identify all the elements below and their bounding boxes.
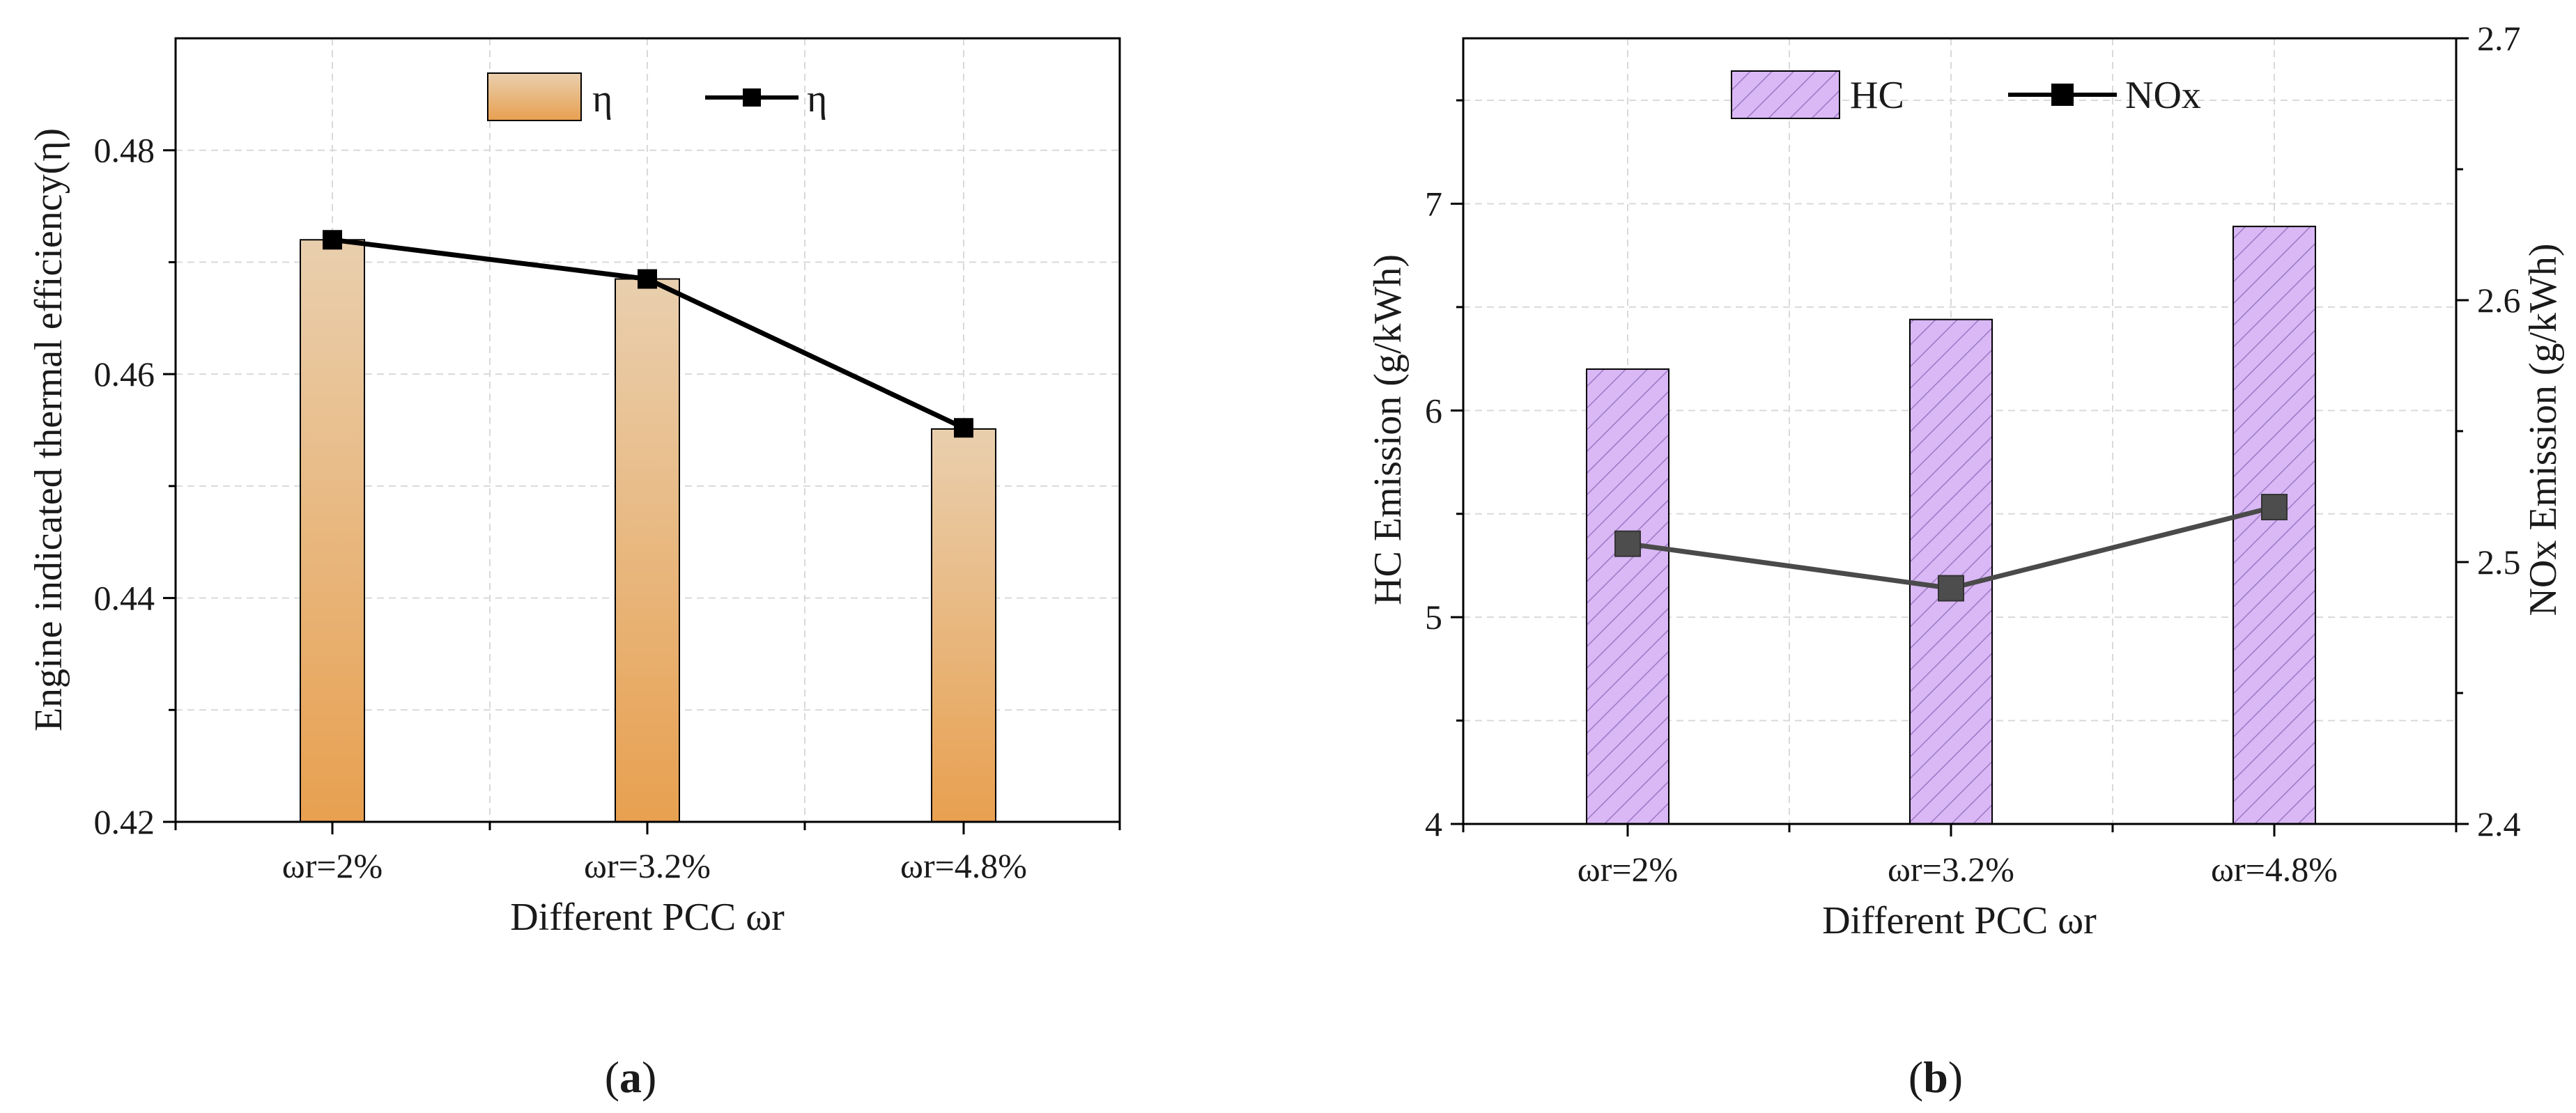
line-marker — [1938, 575, 1964, 602]
panel-a-x-tick-labels: ωr=2% ωr=3.2% ωr=4.8% — [282, 846, 1027, 885]
line-marker — [638, 269, 657, 289]
legend-hc-swatch — [1731, 70, 1840, 119]
panel-a-line — [323, 230, 973, 438]
bar — [2232, 226, 2316, 825]
y-right-tick-label: 2.7 — [2477, 19, 2521, 58]
y-right-tick-label: 2.4 — [2477, 804, 2521, 843]
line-marker — [2261, 494, 2288, 521]
x-tick-label: ωr=3.2% — [1888, 850, 2014, 889]
x-tick-label: ωr=4.8% — [900, 846, 1027, 885]
legend-bar-swatch — [487, 72, 582, 121]
panel-b-x-axis-label: Different PCC ωr — [1822, 899, 2097, 942]
bar — [1586, 368, 1669, 825]
line-marker — [323, 230, 342, 250]
caption-a-letter: a — [619, 1052, 642, 1102]
panel-a-ticks — [163, 149, 1121, 834]
panel-b-x-tick-labels: ωr=2% ωr=3.2% ωr=4.8% — [1578, 850, 2338, 889]
x-tick-label: ωr=4.8% — [2211, 850, 2338, 889]
bar — [931, 428, 996, 823]
panel-a-legend: η η — [487, 72, 827, 121]
panel-a-y-axis-label: Engine indicated thermal efficiency(η) — [27, 128, 70, 731]
y-tick-label: 0.44 — [94, 579, 155, 618]
panel-b-y-axis-label: HC Emission (g/kWh) — [1366, 254, 1410, 605]
y-tick-label: 6 — [1425, 391, 1442, 430]
y-right-tick-label: 2.6 — [2477, 281, 2521, 320]
bar — [300, 239, 365, 823]
panel-b-y-tick-labels: 4 5 6 7 — [1425, 184, 1442, 843]
bar — [1909, 318, 1993, 825]
legend-line-marker — [743, 88, 761, 107]
legend-hc-label: HC — [1850, 74, 1904, 117]
y-tick-label: 0.48 — [94, 131, 155, 170]
caption-b: (b) — [1908, 1052, 1963, 1102]
y-tick-label: 0.42 — [94, 802, 155, 841]
x-tick-label: ωr=2% — [1578, 850, 1678, 889]
panel-b-chart: 4 5 6 7 2.4 2.5 2.6 2.7 ωr=2% ωr=3.2% ωr=4.8% Di… — [1366, 19, 2565, 942]
legend-nox-marker — [2051, 84, 2074, 106]
x-tick-label: ωr=3.2% — [584, 846, 711, 885]
legend-line-label: η — [807, 77, 827, 120]
y-tick-label: 0.46 — [94, 355, 155, 394]
legend-bar-label: η — [592, 77, 612, 120]
y-tick-label: 4 — [1425, 804, 1442, 843]
line-marker — [1614, 530, 1641, 557]
panel-b-legend: HC NOx — [1731, 70, 2201, 119]
panel-a-y-tick-labels: 0.42 0.44 0.46 0.48 — [94, 131, 155, 841]
y-tick-label: 5 — [1425, 598, 1442, 637]
panel-a-x-axis-label: Different PCC ωr — [510, 896, 785, 939]
bar — [615, 278, 680, 823]
panel-b-bars — [1586, 226, 2316, 825]
panel-a-bars — [300, 239, 996, 823]
panel-a-chart: 0.42 0.44 0.46 0.48 ωr=2% ωr=3.2% ωr=4.8% Dif… — [27, 37, 1121, 939]
y-right-tick-label: 2.5 — [2477, 543, 2521, 582]
x-tick-label: ωr=2% — [282, 846, 383, 885]
legend-nox-label: NOx — [2125, 74, 2201, 117]
panel-b-ticks — [1451, 37, 2469, 836]
line-marker — [954, 418, 973, 438]
panel-b-line — [1614, 494, 2288, 602]
caption-a: (a) — [605, 1052, 657, 1102]
panel-b-right-y-axis-label: NOx Emission (g/kWh) — [2522, 243, 2565, 616]
y-tick-label: 7 — [1425, 184, 1442, 223]
caption-b-letter: b — [1923, 1052, 1948, 1102]
panel-b-right-y-tick-labels: 2.4 2.5 2.6 2.7 — [2477, 19, 2521, 843]
